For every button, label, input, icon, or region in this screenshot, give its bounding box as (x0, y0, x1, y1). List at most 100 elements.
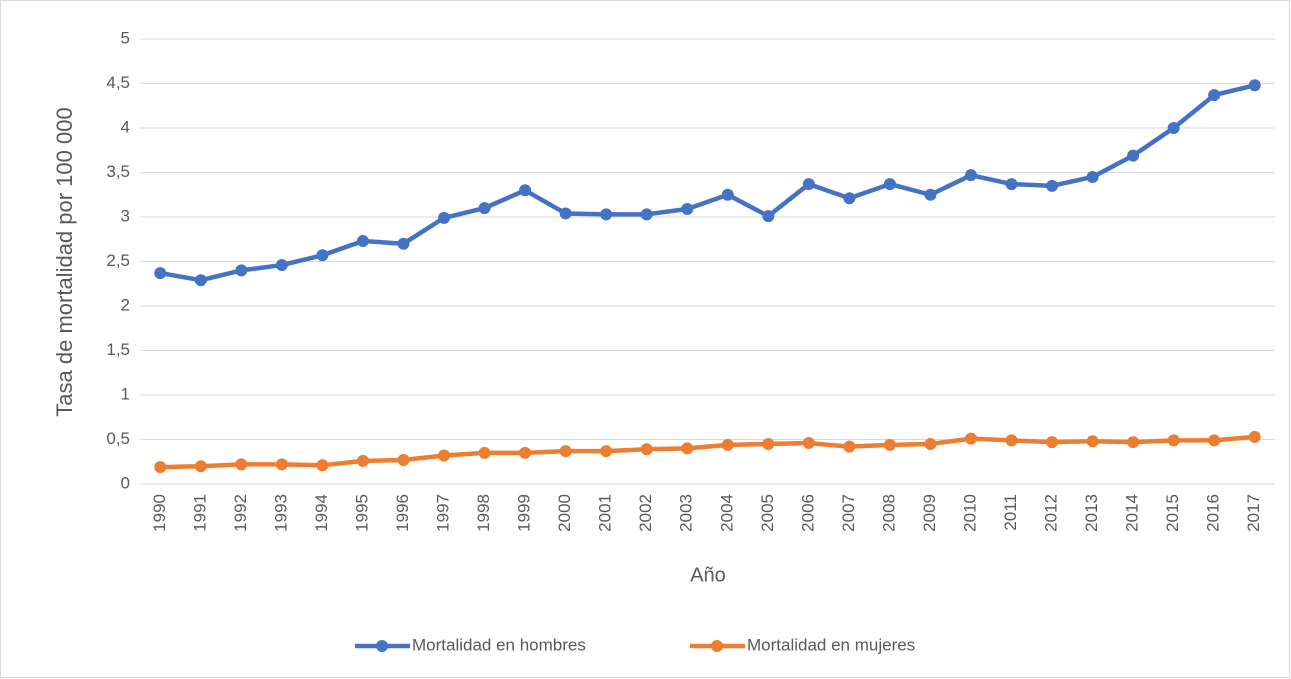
point-marker (397, 453, 410, 466)
point-marker (600, 208, 613, 221)
x-tick-label: 2004 (717, 494, 736, 532)
x-tick-label: 2005 (758, 494, 777, 532)
legend-marker (376, 640, 388, 652)
y-axis-title: Tasa de mortalidad por 100 000 (52, 107, 77, 416)
point-marker (721, 188, 734, 201)
point-marker (559, 207, 572, 220)
point-marker (721, 438, 734, 451)
point-marker (154, 461, 167, 474)
point-marker (519, 184, 532, 197)
point-marker (154, 267, 167, 280)
x-tick-label: 2012 (1042, 494, 1061, 532)
x-tick-label: 2006 (798, 494, 817, 532)
x-tick-label: 1996 (393, 494, 412, 532)
point-marker (275, 458, 288, 471)
point-marker (1167, 122, 1180, 134)
x-tick-label: 2010 (960, 494, 979, 532)
point-marker (235, 264, 248, 277)
x-tick-label: 2009 (920, 494, 939, 532)
point-marker (964, 169, 977, 182)
point-marker (600, 445, 613, 458)
point-marker (356, 235, 369, 248)
point-marker (802, 178, 815, 191)
y-tick-label: 0,5 (106, 429, 130, 448)
point-marker (883, 438, 896, 451)
x-tick-label: 2011 (1001, 494, 1020, 531)
point-marker (438, 449, 451, 462)
series-line (158, 83, 1257, 283)
x-tick-label: 2013 (1082, 494, 1101, 532)
point-marker (438, 211, 451, 224)
x-tick-label: 1999 (515, 494, 534, 532)
y-tick-label: 3,5 (106, 162, 130, 181)
y-tick-label: 3 (121, 206, 130, 225)
point-marker (762, 437, 775, 450)
point-marker (640, 443, 653, 456)
x-tick-label: 1992 (231, 494, 250, 532)
x-tick-label: 2016 (1204, 494, 1223, 532)
point-marker (316, 459, 329, 472)
point-marker (1127, 436, 1140, 449)
legend-label: Mortalidad en mujeres (747, 635, 915, 654)
x-tick-label: 2007 (839, 494, 858, 532)
point-marker (1005, 434, 1018, 447)
y-tick-label: 1 (121, 384, 130, 403)
x-tick-label: 2003 (677, 494, 696, 532)
x-tick-label: 1991 (190, 494, 209, 532)
point-marker (1248, 430, 1261, 443)
point-marker (924, 188, 937, 201)
point-marker (762, 210, 775, 223)
x-tick-label: 1990 (150, 494, 169, 532)
point-marker (316, 249, 329, 262)
x-tick-label: 2014 (1123, 494, 1142, 532)
point-marker (1086, 435, 1099, 448)
point-marker (1046, 179, 1059, 192)
point-marker (802, 437, 815, 450)
point-marker (1208, 434, 1221, 447)
y-tick-label: 1,5 (106, 340, 130, 359)
point-marker (843, 440, 856, 453)
x-tick-label: 2008 (879, 494, 898, 532)
x-tick-label: 1995 (352, 494, 371, 532)
x-tick-label: 1997 (434, 494, 453, 532)
point-marker (1005, 178, 1018, 191)
point-marker (681, 442, 694, 455)
point-marker (519, 446, 532, 459)
y-tick-label: 0 (121, 473, 130, 492)
y-tick-label: 2 (121, 295, 130, 314)
y-tick-label: 4 (121, 117, 130, 136)
point-marker (681, 202, 694, 215)
point-marker (1127, 149, 1140, 162)
point-marker (640, 208, 653, 221)
x-tick-label: 2002 (636, 494, 655, 532)
legend-label: Mortalidad en hombres (412, 635, 586, 654)
x-tick-label: 2000 (555, 494, 574, 532)
point-marker (478, 202, 491, 215)
point-marker (1167, 434, 1180, 447)
series-line (158, 434, 1257, 470)
y-tick-label: 5 (121, 28, 130, 47)
point-marker (275, 259, 288, 272)
point-marker (1208, 89, 1221, 102)
y-tick-label: 2,5 (106, 251, 130, 270)
x-axis-title: Año (690, 564, 726, 586)
point-marker (883, 178, 896, 191)
legend-marker (711, 640, 723, 652)
point-marker (1086, 170, 1099, 183)
point-marker (924, 437, 937, 450)
point-marker (964, 432, 977, 445)
y-tick-label: 4,5 (106, 73, 130, 92)
x-tick-label: 2017 (1244, 494, 1263, 532)
point-marker (235, 458, 248, 471)
point-marker (843, 192, 856, 205)
x-tick-label: 1998 (474, 494, 493, 532)
point-marker (194, 460, 207, 473)
point-marker (1046, 436, 1059, 449)
point-marker (1248, 79, 1261, 92)
point-marker (194, 274, 207, 287)
x-tick-label: 2001 (596, 494, 615, 532)
x-tick-label: 2015 (1163, 494, 1182, 532)
point-marker (356, 454, 369, 467)
